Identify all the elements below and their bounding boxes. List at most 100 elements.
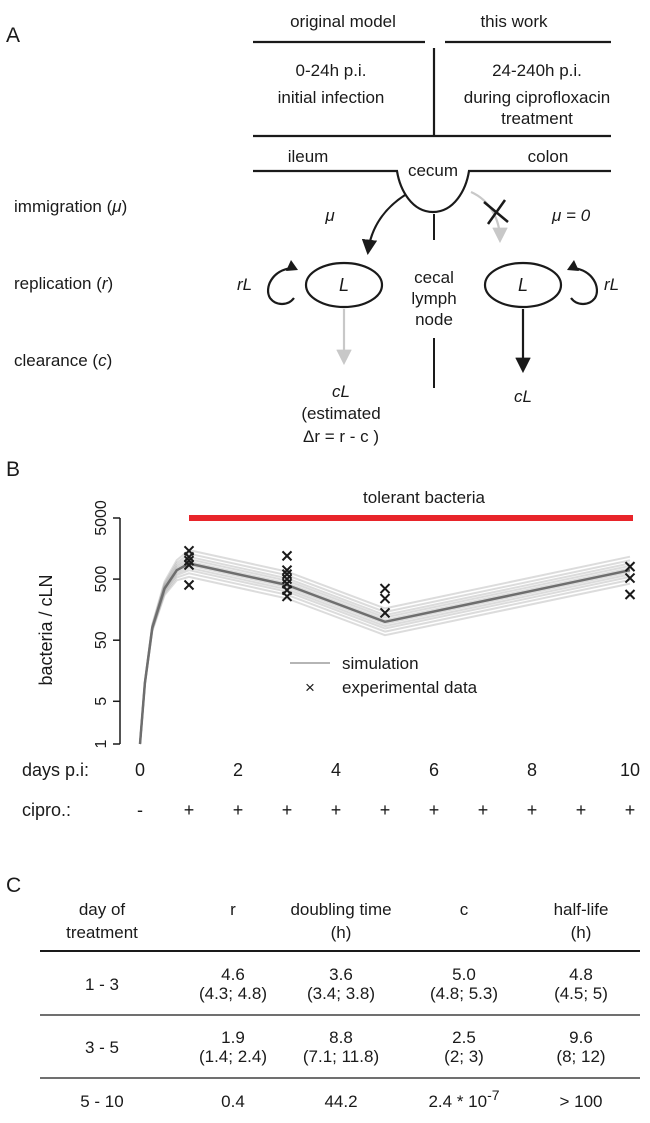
row2-c-ci: (2; 3): [444, 1047, 484, 1066]
row3-r: 0.4: [221, 1092, 245, 1111]
legend-simulation-label: simulation: [342, 654, 419, 673]
y-tick-label: 5: [93, 697, 110, 706]
cipro-mark: +: [478, 800, 489, 820]
row3-dt: 44.2: [324, 1092, 357, 1111]
panel-a-label: A: [6, 24, 20, 47]
l-right-label: L: [518, 275, 528, 295]
node-label-2: lymph: [411, 289, 456, 308]
row1-r-ci: (4.3; 4.8): [199, 984, 267, 1003]
experimental-point: [624, 572, 636, 584]
x-tick-label: 4: [331, 760, 341, 780]
experimental-point-stroke: [624, 589, 636, 600]
clearance-row-label: clearance (c): [14, 351, 112, 370]
mu-left-label: μ: [324, 206, 335, 225]
row3-day: 5 - 10: [80, 1092, 123, 1111]
experimental-point-stroke: [183, 551, 195, 563]
tolerant-bacteria-label: tolerant bacteria: [363, 488, 485, 507]
experimental-point: [183, 559, 195, 571]
replication-loop-left: [266, 266, 295, 306]
x-tick-label: 0: [135, 760, 145, 780]
panel-b-label: B: [6, 458, 20, 481]
cipro-mark: +: [527, 800, 538, 820]
row1-c-ci: (4.8; 5.3): [430, 984, 498, 1003]
original-model-desc: initial infection: [278, 88, 385, 107]
cipro-mark: +: [625, 800, 636, 820]
delta-r-label: Δr = r - c ): [303, 427, 379, 446]
cipro-label: cipro.:: [22, 800, 71, 820]
x-tick-label: 10: [620, 760, 640, 780]
experimental-point: [183, 555, 195, 566]
row1-hl: 4.8: [569, 965, 593, 984]
replication-loop-right-head: [567, 260, 579, 271]
blocked-cross-2: [486, 199, 507, 225]
cipro-mark: +: [184, 800, 195, 820]
colon-label: colon: [528, 147, 569, 166]
row2-day: 3 - 5: [85, 1038, 119, 1057]
row1-dt: 3.6: [329, 965, 353, 984]
table-row: 1 - 3 4.6 (4.3; 4.8) 3.6 (3.4; 3.8) 5.0 …: [85, 965, 608, 1003]
this-work-time: 24-240h p.i.: [492, 61, 582, 80]
legend-experimental-marker: ×: [305, 678, 315, 697]
experimental-point: [281, 564, 293, 576]
col-doubling-header-1: doubling time: [290, 900, 391, 919]
row1-c: 5.0: [452, 965, 476, 984]
experimental-point: [624, 589, 636, 600]
simulation-line: [138, 562, 631, 745]
original-model-time: 0-24h p.i.: [296, 61, 367, 80]
experimental-point-stroke: [624, 572, 636, 584]
experimental-point: [379, 593, 391, 604]
row2-dt-ci: (7.1; 11.8): [303, 1047, 379, 1066]
col-halflife-header-2: (h): [571, 923, 592, 942]
estimated-label: (estimated: [301, 404, 380, 423]
col-day-header-1: day of: [79, 900, 126, 919]
row1-day: 1 - 3: [85, 975, 119, 994]
experimental-point-stroke: [379, 583, 391, 594]
this-work-desc-2: treatment: [501, 109, 573, 128]
col-day-header-2: treatment: [66, 923, 138, 942]
row2-hl: 9.6: [569, 1028, 593, 1047]
row2-dt: 8.8: [329, 1028, 353, 1047]
experimental-point-stroke: [281, 550, 293, 562]
x-tick-label: 2: [233, 760, 243, 780]
panel-b: B tolerant bacteria bacteria / cLN 1 5 50 5…: [6, 458, 640, 820]
x-tick-label: 6: [429, 760, 439, 780]
row2-r-ci: (1.4; 2.4): [199, 1047, 267, 1066]
experimental-point-stroke: [183, 555, 195, 566]
experimental-point: [281, 591, 293, 602]
experimental-point: [379, 583, 391, 594]
row3-c: 2.4 * 10-7: [428, 1087, 499, 1111]
cipro-mark: +: [380, 800, 391, 820]
cipro-mark: +: [282, 800, 293, 820]
experimental-point-stroke: [624, 561, 636, 572]
experimental-point-stroke: [183, 579, 195, 591]
node-label-3: node: [415, 310, 453, 329]
col-c-header: c: [460, 900, 469, 919]
col-halflife-header-1: half-life: [554, 900, 609, 919]
experimental-point: [183, 551, 195, 563]
gut-outline: [253, 169, 611, 214]
y-ticks: 1 5 50 500 5000: [93, 500, 120, 748]
cl-left-label: cL: [332, 382, 350, 401]
row2-c: 2.5: [452, 1028, 476, 1047]
replication-loop-left-head: [286, 260, 298, 271]
row3-hl: > 100: [559, 1092, 602, 1111]
row2-r: 1.9: [221, 1028, 245, 1047]
col-r-header: r: [230, 900, 236, 919]
days-label: days p.i:: [22, 760, 89, 780]
experimental-point: [379, 607, 391, 619]
this-work-desc: during ciprofloxacin: [464, 88, 610, 107]
node-label-1: cecal: [414, 268, 454, 287]
y-tick-label: 500: [93, 566, 110, 593]
original-model-title: original model: [290, 12, 396, 31]
cl-right-label: cL: [514, 387, 532, 406]
plot-area: 1 5 50 500 5000 0 2 4 6 8 10: [93, 500, 640, 780]
x-tick-label: 8: [527, 760, 537, 780]
cipro-mark: +: [331, 800, 342, 820]
experimental-point-stroke: [379, 593, 391, 604]
panel-c-label: C: [6, 874, 21, 897]
experimental-point-stroke: [281, 591, 293, 602]
simulation-band: [138, 549, 631, 745]
cipro-mark: +: [233, 800, 244, 820]
ileum-label: ileum: [288, 147, 329, 166]
y-tick-label: 1: [93, 739, 110, 748]
